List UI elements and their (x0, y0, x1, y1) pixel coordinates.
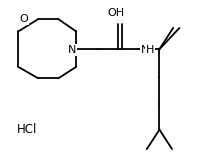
Text: HCl: HCl (16, 123, 37, 136)
Text: H: H (145, 45, 153, 55)
Text: OH: OH (107, 8, 124, 18)
Text: N: N (140, 45, 148, 55)
Text: N: N (67, 45, 76, 55)
Text: O: O (20, 14, 28, 24)
